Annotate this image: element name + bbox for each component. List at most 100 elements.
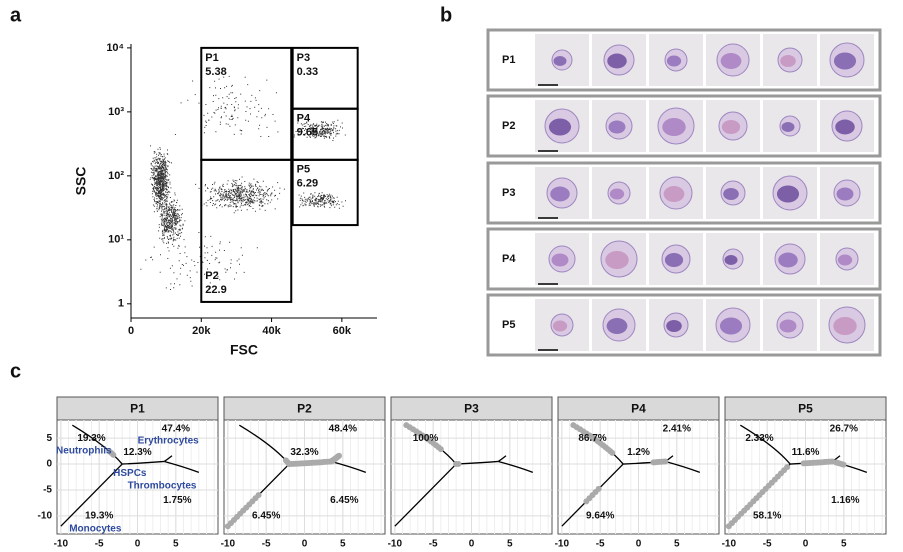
trajectory-branch [498,460,534,473]
y-tick-label: 10⁴ [106,42,124,54]
y-tick-label: -5 [43,485,52,496]
y-tick-label: 10³ [108,106,124,118]
x-tick-label: 5 [674,539,680,550]
cell-dot [336,452,342,459]
gate-name: P1 [205,52,218,64]
cell-dot [662,458,669,465]
cell-nucleus [719,317,743,335]
x-tick-label: 60k [333,325,352,337]
x-tick-label: 5 [841,539,847,550]
y-tick-label: -10 [38,511,53,522]
x-tick-label: -10 [555,539,570,550]
branch-percent: 32.3% [290,447,318,458]
row-label: P4 [502,253,516,265]
cell-dot [403,422,410,429]
gate-name: P4 [297,113,311,125]
cell-dot [570,422,577,429]
cell-nucleus [724,255,738,265]
x-tick-label: 40k [262,325,281,337]
cell-dot [725,523,732,530]
trajectory-branch [122,460,165,465]
branch-name: Monocytes [69,523,122,534]
gate-value: 6.29 [297,178,318,190]
y-axis-label: SSC [73,167,89,196]
trajectory-branch [394,463,457,527]
branch-percent: 2.33% [745,433,773,444]
facet-title: P5 [798,402,813,416]
trajectory-branch [739,424,791,465]
branch-percent: 47.4% [162,423,190,434]
branch-percent: 48.4% [329,423,357,434]
cell-nucleus [781,122,795,132]
x-tick-label: 5 [340,539,346,550]
cell-nucleus [662,118,686,136]
cell-nucleus [607,53,627,69]
cell-nucleus [609,188,625,200]
y-tick-label: 0 [46,459,52,470]
branch-percent: 19.3% [77,433,105,444]
cell-nucleus [608,120,626,134]
cell-nucleus [723,188,739,200]
cell-nucleus [606,318,628,334]
cell-nucleus [664,253,684,267]
gate-value: 0.33 [297,66,318,78]
branch-percent: 11.6% [792,447,820,458]
branch-name: HSPCs [113,468,147,479]
cell-nucleus [552,320,568,332]
gate-name: P5 [297,164,310,176]
panel-label: c [10,360,21,382]
cell-nucleus [666,55,682,67]
branch-percent: 86.7% [578,433,606,444]
panel-label: b [440,4,452,26]
cell-nucleus [837,254,853,266]
panel-label: a [10,4,22,26]
x-tick-label: -5 [95,539,104,550]
branch-percent: 26.7% [830,423,858,434]
y-tick-label: 10¹ [108,234,124,246]
branch-percent: 6.45% [252,511,280,522]
cell-nucleus [833,52,857,70]
cell-nucleus [666,320,682,332]
cell-nucleus [550,186,570,202]
gate-name: P3 [297,52,310,64]
branch-percent: 6.45% [330,495,358,506]
cell-nucleus [663,186,685,202]
cell-nucleus [776,185,800,203]
cell-nucleus [605,251,629,269]
branch-percent: 1.2% [627,447,650,458]
cell-nucleus [721,120,741,134]
facet-title: P3 [464,402,479,416]
gate [291,158,359,227]
x-tick-label: -10 [54,539,69,550]
cell-dot [455,460,462,467]
x-tick-label: 5 [173,539,179,550]
gate-value: 9.65 [297,127,318,139]
x-tick-label: -5 [429,539,438,550]
branch-percent: 2.41% [663,423,691,434]
cell-dot [583,498,590,505]
facet-title: P4 [631,402,646,416]
cell-nucleus [720,53,742,69]
gate-value: 22.9 [205,284,226,296]
cell-nucleus [548,118,572,136]
gate [200,46,293,161]
facet-title: P2 [297,402,312,416]
y-tick-label: 5 [46,433,52,444]
y-tick-label: 1 [118,298,124,310]
cell-nucleus [778,252,798,268]
cell-nucleus [833,317,857,335]
branch-percent: 58.1% [753,511,781,522]
x-tick-label: 0 [128,325,134,337]
cell-dot [106,448,113,455]
x-tick-label: -5 [763,539,772,550]
row-label: P5 [502,319,515,331]
x-axis-label: FSC [230,342,258,358]
row-label: P1 [502,54,515,66]
cell-nucleus [553,56,567,66]
trajectory-branch [71,424,123,465]
x-tick-label: 0 [302,539,308,550]
branch-percent: 9.64% [586,511,614,522]
trajectory-branch [665,460,701,473]
x-tick-label: -10 [221,539,236,550]
row-label: P3 [502,187,515,199]
